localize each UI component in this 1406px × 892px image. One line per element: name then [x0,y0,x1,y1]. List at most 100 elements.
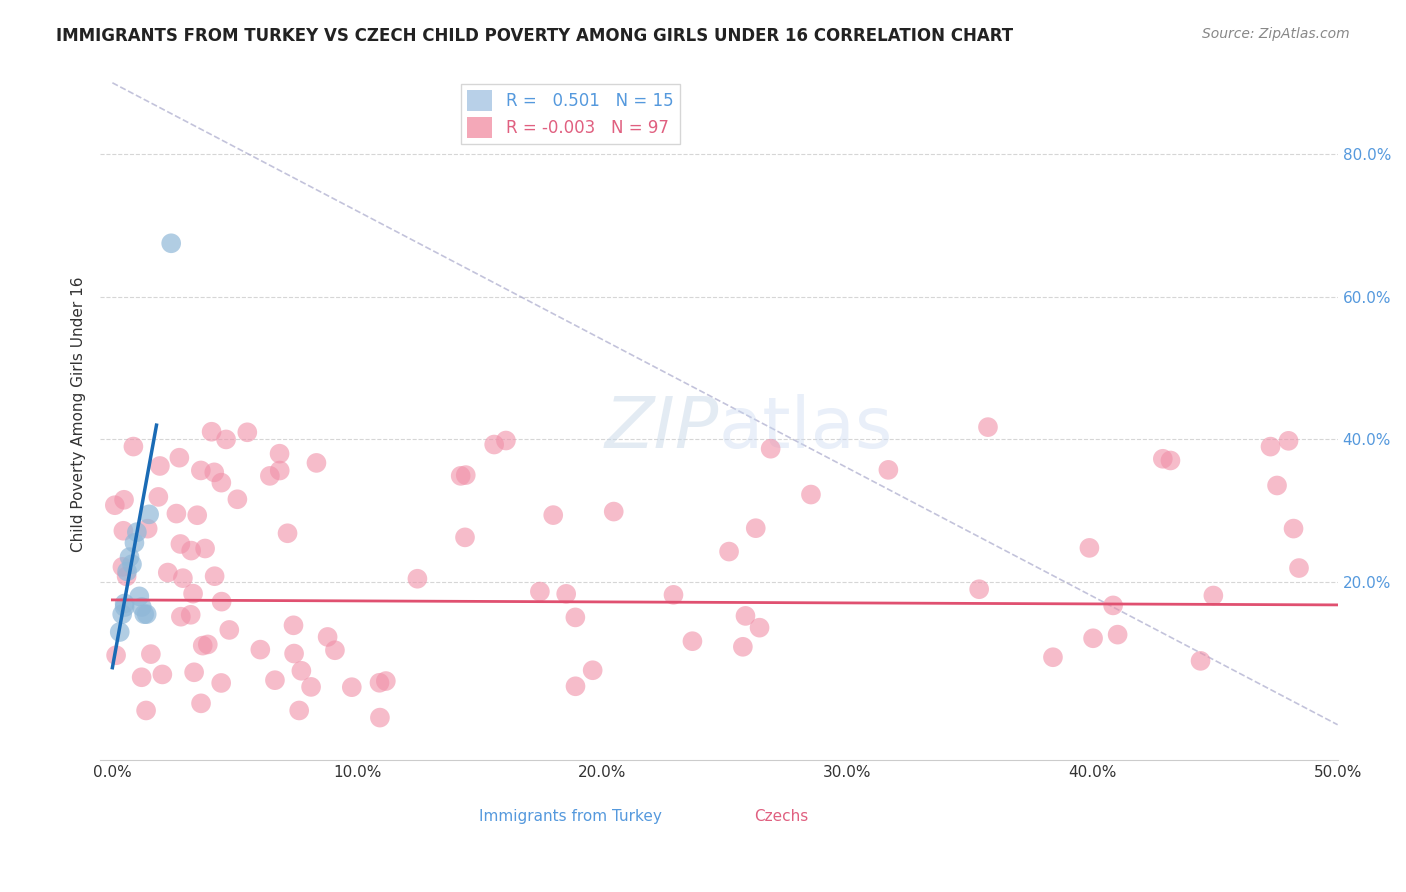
Point [340,680,363,694]
Point [118,550,141,565]
Point [111,607,134,622]
Point [1265,478,1288,492]
Point [180,607,202,622]
Text: atlas: atlas [718,393,893,463]
Point [112,524,135,538]
Point [731,640,754,654]
Point [128,590,150,604]
Point [180,543,202,558]
Point [170,609,193,624]
Point [202,466,225,480]
Point [111,559,134,574]
Text: ZIP: ZIP [605,393,718,463]
Point [283,647,305,661]
Point [877,463,900,477]
Point [748,621,770,635]
Text: IMMIGRANTS FROM TURKEY VS CZECH CHILD POVERTY AMONG GIRLS UNDER 16 CORRELATION C: IMMIGRANTS FROM TURKEY VS CZECH CHILD PO… [56,27,1014,45]
Point [299,680,322,694]
Point [1202,589,1225,603]
Point [156,566,179,580]
Point [169,450,191,465]
Point [138,508,160,522]
FancyBboxPatch shape [471,795,489,813]
Point [186,508,208,523]
Point [122,440,145,454]
Point [114,597,136,611]
Point [454,468,477,483]
Point [165,507,187,521]
Point [555,587,578,601]
Point [1152,451,1174,466]
Point [1042,650,1064,665]
Point [603,505,626,519]
Point [582,663,605,677]
Point [160,236,183,251]
Point [183,665,205,680]
Point [190,696,212,710]
Point [236,425,259,440]
Point [277,526,299,541]
Point [316,630,339,644]
Text: Czechs: Czechs [754,809,808,824]
Point [541,508,564,522]
Point [259,468,281,483]
Point [215,433,238,447]
Point [191,639,214,653]
Y-axis label: Child Poverty Among Girls Under 16: Child Poverty Among Girls Under 16 [72,277,86,552]
Point [482,437,505,451]
Point [150,667,173,681]
Point [134,607,156,622]
Point [108,625,131,640]
Point [194,541,217,556]
Point [288,703,311,717]
Point [249,642,271,657]
FancyBboxPatch shape [706,795,725,813]
Point [454,530,477,544]
Point [977,420,1000,434]
Point [209,676,232,690]
Point [135,607,157,622]
Point [374,673,396,688]
Point [149,458,172,473]
Point [226,492,249,507]
Point [172,571,194,585]
Point [1282,522,1305,536]
Text: Source: ZipAtlas.com: Source: ZipAtlas.com [1202,27,1350,41]
Point [1107,627,1129,641]
Point [112,492,135,507]
Point [564,610,586,624]
Point [114,600,136,615]
Point [283,618,305,632]
Point [1081,632,1104,646]
Point [1159,453,1181,467]
Point [269,447,291,461]
Point [190,463,212,477]
Legend: R =   0.501   N = 15, R = -0.003   N = 97: R = 0.501 N = 15, R = -0.003 N = 97 [461,84,681,145]
Point [718,544,741,558]
Point [204,569,226,583]
Point [406,572,429,586]
Point [105,648,128,663]
Point [121,558,143,572]
Point [115,569,138,583]
Point [662,588,685,602]
Point [201,425,224,439]
Point [209,475,232,490]
Point [131,670,153,684]
Point [1260,440,1282,454]
Point [148,490,170,504]
Point [564,679,586,693]
Point [211,594,233,608]
Point [368,710,391,724]
Point [169,537,191,551]
Point [323,643,346,657]
Point [124,536,146,550]
Point [135,703,157,717]
Point [734,608,756,623]
Point [495,434,517,448]
Point [1102,599,1125,613]
Point [115,565,138,579]
Point [800,487,823,501]
Point [131,600,153,615]
Point [1288,561,1310,575]
